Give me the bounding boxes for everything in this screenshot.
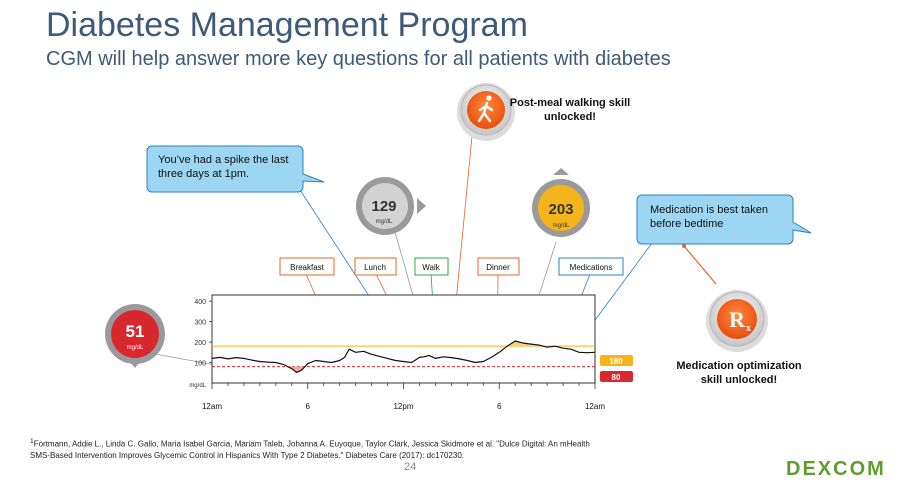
event-label-walk: Walk (422, 263, 440, 272)
y-tick-label: 200 (194, 340, 206, 347)
x-tick-label: 12am (585, 402, 605, 411)
mid-badge-value: 129 (371, 198, 396, 215)
glucose-chart: 400 300 200 100 mg/dL 12am 6 12pm 6 12am (189, 294, 605, 411)
low-glucose-badge: 51 mg/dL (105, 304, 165, 368)
low-glucose-area (287, 366, 305, 373)
page-subtitle: CGM will help answer more key questions … (46, 48, 671, 70)
high-badge-unit: mg/dL (553, 223, 570, 229)
y-tick-label: 100 (194, 361, 206, 368)
low-badge-unit: mg/dL (127, 345, 144, 351)
y-tick-label: 400 (194, 299, 206, 306)
x-tick-label: 12am (202, 402, 222, 411)
rx-connector-dot (682, 244, 686, 248)
chart-ticks: 400 300 200 100 mg/dL 12am 6 12pm 6 12am (189, 299, 605, 411)
target-high-badge: 180 (600, 355, 633, 366)
event-label-lunch: Lunch (364, 263, 386, 272)
event-label-dinner: Dinner (486, 263, 510, 272)
event-label-breakfast: Breakfast (290, 263, 325, 272)
medication-bubble-text: Medication is best taken before bedtime (650, 204, 769, 230)
x-tick-label: 12pm (393, 402, 413, 411)
footnote-marker: 1 (30, 438, 34, 445)
spike-bubble-text: You’ve had a spike the last three days a… (158, 154, 289, 180)
medication-skill-label: Medication optimization skill unlocked! (676, 360, 802, 386)
event-box-medications: Medications (558, 257, 624, 276)
target-low-label: 80 (612, 373, 621, 382)
event-label-medications: Medications (570, 263, 613, 272)
svg-text:x: x (746, 323, 751, 334)
page-title: Diabetes Management Program (46, 6, 528, 44)
medication-bubble: Medication is best taken before bedtime (636, 194, 812, 245)
footnote: 1Fortmann, Addie L., Linda C. Gallo, Mar… (30, 436, 590, 461)
dexcom-logo: DEXCOM (786, 458, 886, 480)
glucose-series-line (211, 340, 596, 373)
chart-lines (211, 340, 596, 373)
target-low-badge: 80 (600, 371, 633, 382)
mid-glucose-badge: 129 mg/dL (356, 177, 426, 235)
page-number: 24 (404, 461, 417, 473)
event-box-lunch: Lunch (354, 257, 397, 276)
high-glucose-badge: 203 mg/dL (532, 168, 590, 237)
rx-prescription-icon: R x (706, 290, 768, 352)
walking-skill-label: Post-meal walking skill unlocked! (509, 97, 631, 123)
high-badge-value: 203 (548, 201, 573, 218)
y-tick-label: 300 (194, 320, 206, 327)
svg-text:R: R (729, 307, 746, 332)
y-unit-label: mg/dL (189, 383, 206, 389)
event-box-walk: Walk (414, 257, 449, 276)
target-high-label: 180 (609, 357, 623, 366)
mid-badge-unit: mg/dL (376, 219, 393, 225)
footnote-text: Fortmann, Addie L., Linda C. Gallo, Mari… (30, 439, 590, 460)
spike-bubble: You’ve had a spike the last three days a… (146, 145, 325, 193)
x-tick-label: 6 (497, 402, 502, 411)
low-badge-value: 51 (126, 322, 145, 341)
x-tick-label: 6 (306, 402, 311, 411)
event-box-dinner: Dinner (477, 257, 520, 276)
chart-frame (211, 294, 596, 384)
walking-person-icon (457, 83, 515, 141)
rx-connector (683, 245, 717, 285)
event-box-breakfast: Breakfast (279, 257, 335, 276)
